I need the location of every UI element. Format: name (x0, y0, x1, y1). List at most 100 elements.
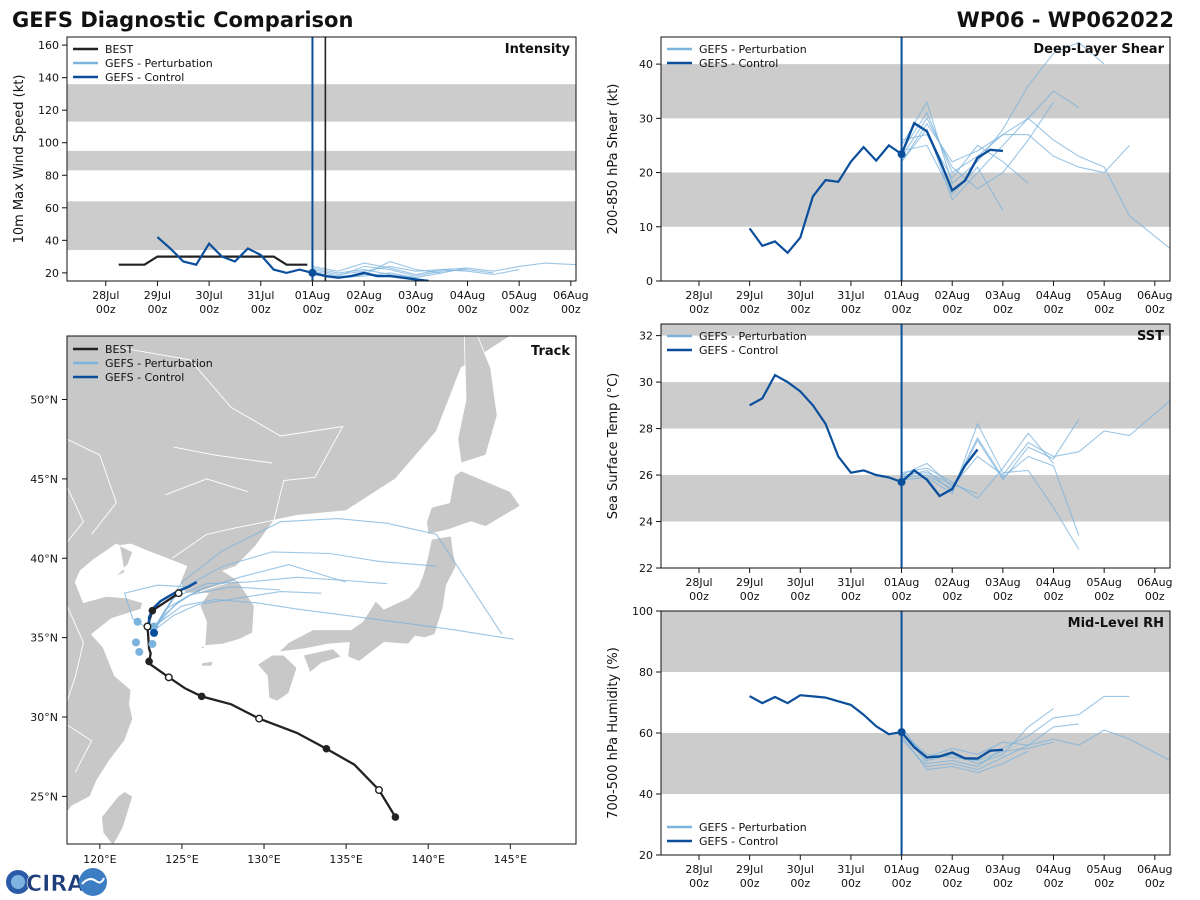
track-ytick-label-25: 25°N (30, 790, 58, 803)
shear-xtick-day-1: 28Jul (685, 289, 712, 302)
intensity-xtick-day-2: 29Jul (144, 289, 171, 302)
rh-xtick-hour-2: 00z (740, 877, 760, 890)
intensity-threshold-band-2 (67, 150, 576, 171)
rh-xtick-day-4: 31Jul (837, 863, 864, 876)
shear-xtick-day-10: 06Aug (1137, 289, 1172, 302)
track-best-filled-dot-1 (391, 813, 400, 821)
intensity-ytick-label-140: 140 (38, 72, 59, 85)
shear-ytick-label-40: 40 (639, 58, 653, 71)
track-control-dot (150, 628, 159, 637)
rh-xtick-hour-3: 00z (790, 877, 810, 890)
land-kyushu (256, 654, 298, 702)
shear-perturbation-line-6 (901, 144, 1004, 211)
sst-perturbation-line-3 (901, 422, 1080, 550)
track-ytick-label-50: 50°N (30, 394, 58, 407)
sst-xtick-hour-6: 00z (942, 590, 962, 603)
rh-ytick-label-20: 20 (639, 849, 653, 862)
track-panel: 120°E 125°E 130°E 135°E 140°E 145°E 25°N 30°N 35… (30, 335, 577, 866)
intensity-panel: 2040608010012014016028Jul00z29Jul00z30Ju… (12, 36, 589, 316)
rh-ytick-label-40: 40 (639, 788, 653, 801)
rh-xtick-hour-7: 00z (993, 877, 1013, 890)
legend-label-2: GEFS - Perturbation (105, 57, 213, 70)
sst-panel: 22242628303228Jul00z29Jul00z30Jul00z31Ju… (606, 323, 1173, 603)
track-perturbation-dot-2 (135, 647, 144, 656)
shear-perturbation-line-4 (901, 133, 1029, 184)
intensity-control-init-dot (308, 268, 317, 277)
intensity-xtick-hour-3: 00z (199, 303, 219, 316)
sst-perturbation-line-1 (901, 419, 1080, 493)
rh-xtick-hour-5: 00z (892, 877, 912, 890)
legend-label-3: GEFS - Control (105, 71, 184, 84)
intensity-threshold-band-3 (67, 84, 576, 122)
shear-ytick-label-10: 10 (639, 221, 653, 234)
track-xtick-label-125: 125°E (165, 853, 198, 866)
border-line-8 (173, 446, 273, 464)
shear-xtick-hour-1: 00z (689, 303, 709, 316)
track-perturbation-line-4 (153, 598, 514, 640)
rh-panel: 2040608010028Jul00z29Jul00z30Jul00z31Jul… (606, 605, 1173, 890)
intensity-xtick-day-6: 02Aug (346, 289, 381, 302)
track-perturbation-dot-4 (133, 617, 142, 626)
sst-control-forecast-line (900, 448, 979, 498)
sst-threshold-band-3 (661, 324, 1170, 336)
rh-xtick-hour-4: 00z (841, 877, 861, 890)
rh-perturbation-line-2 (901, 695, 1130, 768)
track-best-open-dot-1 (374, 786, 383, 795)
legend-label-2: GEFS - Perturbation (105, 357, 213, 370)
rh-perturbation-line-5 (901, 735, 1029, 774)
intensity-ytick-label-20: 20 (45, 267, 59, 280)
intensity-best-line (118, 255, 308, 266)
rh-perturbation-line-4 (901, 708, 1054, 765)
intensity-ytick-label-80: 80 (45, 169, 59, 182)
rh-control-hindcast-line (749, 694, 902, 736)
land-mainland-asia (67, 336, 512, 813)
land-honshu (277, 535, 457, 662)
sst-xtick-day-4: 31Jul (837, 576, 864, 589)
sst-ytick-label-28: 28 (639, 423, 653, 436)
shear-panel-title: Deep-Layer Shear (1033, 42, 1164, 57)
track-frame (66, 335, 577, 845)
intensity-xtick-day-1: 28Jul (92, 289, 119, 302)
rh-xtick-day-6: 02Aug (934, 863, 969, 876)
intensity-xtick-hour-6: 00z (354, 303, 374, 316)
intensity-xtick-day-3: 30Jul (195, 289, 222, 302)
rh-xtick-day-5: 01Aug (884, 863, 919, 876)
rh-xtick-hour-9: 00z (1094, 877, 1114, 890)
land-korea-south-gap (198, 644, 206, 650)
shear-xtick-hour-8: 00z (1044, 303, 1064, 316)
shear-xtick-day-4: 31Jul (837, 289, 864, 302)
sst-xtick-hour-5: 00z (892, 590, 912, 603)
shear-xtick-day-6: 02Aug (934, 289, 969, 302)
shear-control-forecast-line (900, 121, 1004, 193)
rh-ytick-label-100: 100 (632, 605, 653, 618)
shear-xtick-hour-10: 00z (1145, 303, 1165, 316)
shear-perturbation-line-2 (901, 41, 1105, 185)
shear-threshold-band-2 (661, 64, 1170, 119)
track-xtick-label-130: 130°E (247, 853, 280, 866)
intensity-perturbation-line-4 (312, 265, 494, 277)
shear-xtick-hour-6: 00z (942, 303, 962, 316)
rh-xtick-hour-1: 00z (689, 877, 709, 890)
track-best-filled-dot-5 (148, 606, 157, 615)
sst-control-init-dot (897, 478, 906, 487)
rh-xtick-day-3: 30Jul (787, 863, 814, 876)
track-perturbation-line-5 (150, 591, 322, 634)
sst-ytick-label-30: 30 (639, 376, 653, 389)
rh-threshold-band-1 (661, 733, 1170, 794)
intensity-panel-title: Intensity (505, 42, 571, 57)
sst-perturbation-line-5 (901, 436, 1080, 536)
sst-perturbation-line-4 (901, 432, 1054, 500)
sst-ytick-label-32: 32 (639, 330, 653, 343)
track-perturbation-line-8 (153, 586, 207, 629)
rh-xtick-day-7: 03Aug (985, 863, 1020, 876)
sst-xtick-day-3: 30Jul (787, 576, 814, 589)
legend-label-2: GEFS - Control (699, 57, 778, 70)
intensity-ytick-label-100: 100 (38, 137, 59, 150)
track-perturbation-dot-5 (150, 622, 159, 631)
intensity-ytick-label-60: 60 (45, 202, 59, 215)
legend-label-3: GEFS - Control (105, 371, 184, 384)
sst-frame (660, 323, 1171, 569)
sst-xtick-day-10: 06Aug (1137, 576, 1172, 589)
intensity-xtick-day-9: 05Aug (501, 289, 536, 302)
cira-logo-text: CIRA (26, 872, 84, 897)
